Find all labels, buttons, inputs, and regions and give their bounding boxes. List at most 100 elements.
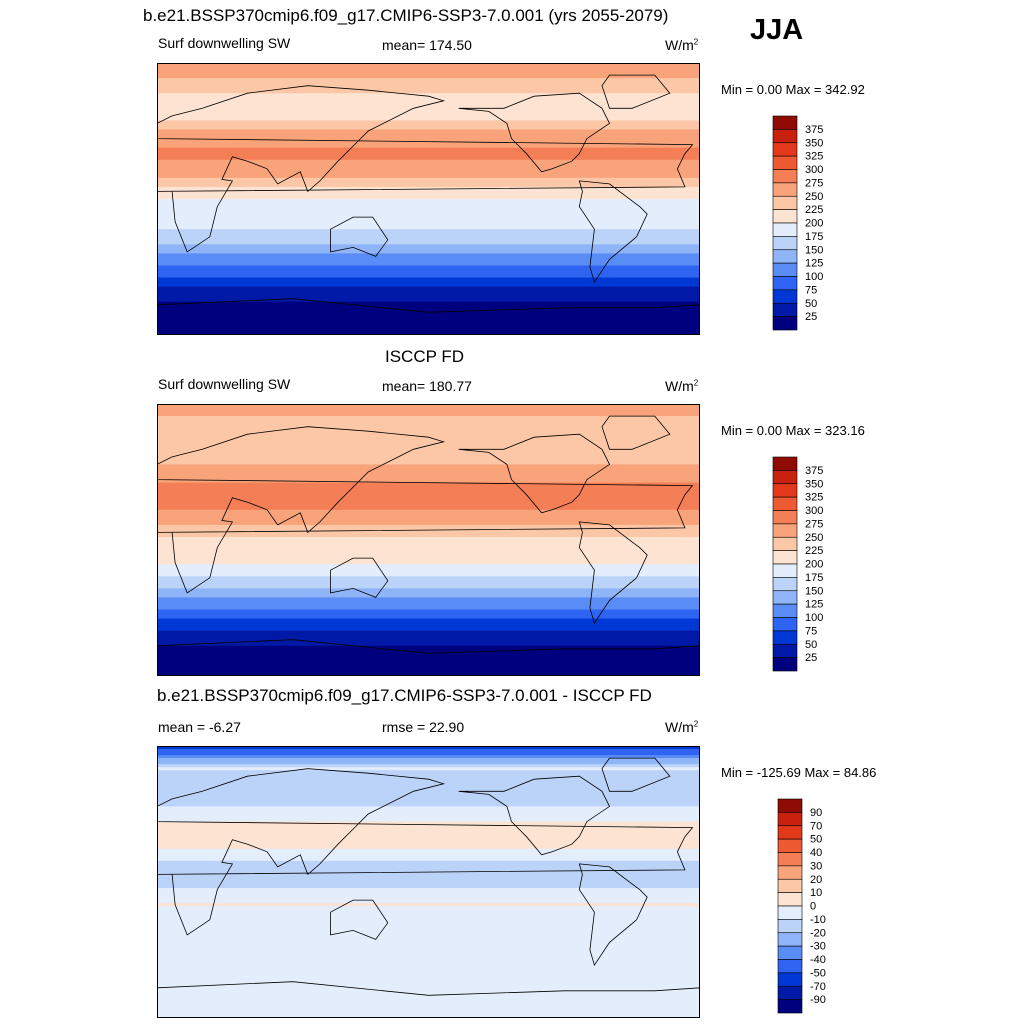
colorbar-swatch [772, 657, 798, 672]
colorbar-swatch [777, 825, 803, 840]
zonal-band [157, 939, 700, 944]
colorbar-swatch [777, 865, 803, 880]
colorbar-tick-label: 225 [805, 204, 823, 216]
zonal-band [157, 250, 700, 254]
coastline [330, 557, 389, 598]
zonal-band [157, 761, 700, 765]
zonal-band [157, 746, 700, 750]
season-label: JJA [750, 14, 804, 46]
zonal-band [157, 126, 700, 131]
zonal-band [157, 286, 700, 291]
zonal-band [157, 446, 700, 450]
zonal-band [157, 803, 700, 808]
zonal-band [157, 546, 700, 550]
zonal-band [157, 458, 700, 463]
zonal-band [157, 422, 700, 426]
zonal-band [157, 927, 700, 931]
zonal-band [157, 591, 700, 595]
zonal-band [157, 906, 700, 910]
colorbar-swatch [772, 590, 798, 605]
zonal-band [157, 833, 700, 838]
zonal-band [157, 821, 700, 826]
zonal-band [157, 966, 700, 971]
coastline [601, 757, 671, 792]
zonal-band [157, 824, 700, 829]
mean-label: mean= 180.77 [382, 378, 472, 394]
zonal-band [157, 758, 700, 762]
zonal-band [157, 918, 700, 922]
zonal-band [157, 96, 700, 100]
zonal-band [157, 295, 700, 300]
zonal-band [157, 818, 700, 823]
zonal-band [157, 618, 700, 623]
colorbar-swatch [772, 262, 798, 277]
zonal-band [157, 579, 700, 583]
zonal-band [157, 945, 700, 950]
colorbar-swatch [777, 798, 803, 813]
zonal-band [157, 467, 700, 472]
map-model [157, 63, 700, 335]
zonal-band [157, 839, 700, 844]
zonal-band [157, 485, 700, 490]
zonal-band [157, 654, 700, 659]
colorbar-tick-label: -40 [810, 954, 826, 966]
zonal-band [157, 936, 700, 941]
colorbar-swatch [772, 603, 798, 618]
zonal-band [157, 897, 700, 901]
zonal-band [157, 461, 700, 466]
zonal-band [157, 672, 700, 676]
coastline [601, 415, 671, 450]
zonal-band [157, 603, 700, 608]
zonal-band [157, 168, 700, 173]
zonal-band [157, 996, 700, 1001]
zonal-band [157, 624, 700, 629]
zonal-band [157, 497, 700, 502]
zonal-band [157, 794, 700, 798]
colorbar-tick-label: 150 [805, 585, 823, 597]
colorbar-swatch [772, 617, 798, 632]
zonal-band [157, 407, 700, 411]
colorbar-tick-label: 50 [805, 639, 817, 651]
zonal-band [157, 782, 700, 786]
zonal-band [157, 147, 700, 152]
zonal-band [157, 900, 700, 904]
zonal-band [157, 987, 700, 992]
zonal-band [157, 636, 700, 641]
colorbar-swatch [777, 878, 803, 893]
zonal-band [157, 69, 700, 73]
zonal-band [157, 848, 700, 853]
zonal-band [157, 189, 700, 194]
zonal-band [157, 319, 700, 324]
zonal-band [157, 144, 700, 149]
zonal-band [157, 280, 700, 285]
zonal-band [157, 313, 700, 318]
zonal-band [157, 612, 700, 617]
zonal-band [157, 567, 700, 571]
zonal-band [157, 283, 700, 288]
zonal-band [157, 174, 700, 179]
zonal-band [157, 627, 700, 632]
zonal-band [157, 866, 700, 871]
zonal-band [157, 1008, 700, 1013]
colorbar-tick-label: 150 [805, 244, 823, 256]
zonal-band [157, 292, 700, 297]
zonal-band [157, 214, 700, 218]
zonal-band [157, 912, 700, 916]
zonal-band [157, 518, 700, 523]
zonal-band [157, 235, 700, 239]
zonal-band [157, 533, 700, 538]
zonal-band [157, 75, 700, 79]
colorbar-tick-label: 200 [805, 559, 823, 571]
zonal-band [157, 633, 700, 638]
colorbar-tick-label: 275 [805, 177, 823, 189]
coastline [458, 92, 611, 173]
colorbar-tick-label: 75 [805, 284, 817, 296]
colorbar-swatch [772, 276, 798, 291]
zonal-band [157, 555, 700, 559]
zonal-band [157, 588, 700, 592]
zonal-band [157, 262, 700, 267]
zonal-band [157, 773, 700, 777]
zonal-band [157, 238, 700, 242]
zonal-band [157, 162, 700, 167]
zonal-band [157, 464, 700, 469]
